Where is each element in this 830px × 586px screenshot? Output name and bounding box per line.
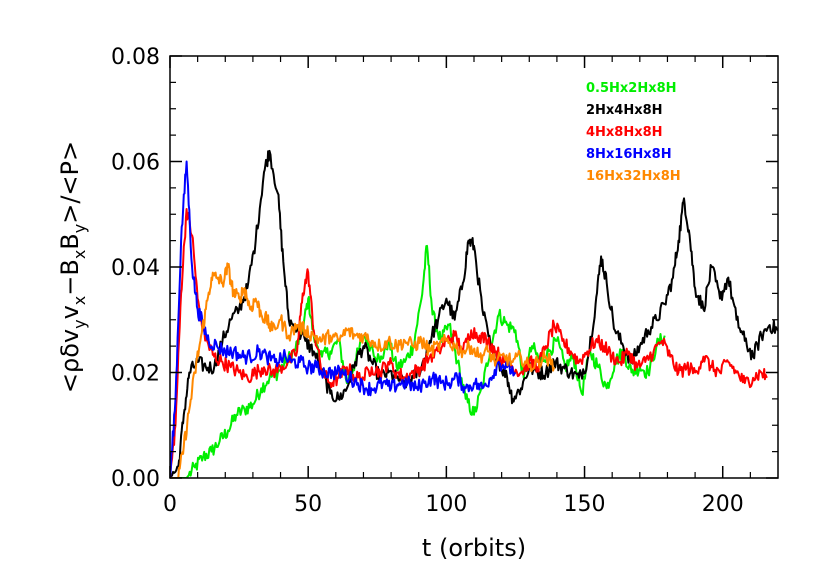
- y-title-rho: ρ: [56, 358, 84, 373]
- y-title-open: <: [56, 373, 84, 393]
- x-tick-label: 200: [702, 492, 744, 517]
- legend-entry-3: 8Hx16Hx8H: [586, 147, 672, 162]
- y-title-b: B: [56, 233, 84, 249]
- y-axis-title: <ρδvyvx−BxBy>/<P>: [56, 141, 89, 393]
- ticks-layer: 0 50 100 150 200 0.00 0.02 0.04 0.06 0.08: [111, 45, 778, 517]
- series-line-2: [170, 208, 768, 478]
- legend-entry-4: 16Hx32Hx8H: [586, 169, 681, 184]
- x-tick-label: 150: [564, 492, 606, 517]
- series-line-1: [170, 149, 778, 478]
- y-title-close: >/<P>: [56, 141, 84, 224]
- y-tick-label: 0.06: [111, 151, 160, 176]
- legend-entry-1: 2Hx4Hx8H: [586, 103, 663, 118]
- y-title-minus-b: −B: [56, 259, 84, 296]
- y-title-delta: δ: [56, 343, 84, 358]
- x-tick-label: 0: [163, 492, 177, 517]
- x-tick-label: 100: [425, 492, 467, 517]
- y-title-sub-x1: x: [70, 296, 89, 305]
- legend-entry-0: 0.5Hx2Hx8H: [586, 81, 677, 96]
- x-tick-label: 50: [294, 492, 322, 517]
- series-layer: [170, 149, 778, 478]
- y-title-v2: v: [56, 305, 84, 319]
- x-axis-title: t (orbits): [422, 534, 526, 562]
- y-title-sub-y: y: [70, 319, 89, 328]
- legend: 0.5Hx2Hx8H 2Hx4Hx8H 4Hx8Hx8H 8Hx16Hx8H 16Hx3…: [586, 81, 681, 184]
- y-tick-label: 0.04: [111, 256, 160, 281]
- y-tick-label: 0.02: [111, 362, 160, 387]
- y-tick-label: 0.08: [111, 45, 160, 70]
- legend-entry-2: 4Hx8Hx8H: [586, 125, 663, 140]
- y-title-sub-x2: x: [70, 250, 89, 259]
- series-line-3: [170, 160, 517, 478]
- series-line-0: [170, 244, 666, 478]
- series-line-4: [170, 262, 556, 478]
- y-title-sub-y2: y: [70, 224, 89, 233]
- y-title-v1: v: [56, 329, 84, 343]
- y-tick-label: 0.00: [111, 467, 160, 492]
